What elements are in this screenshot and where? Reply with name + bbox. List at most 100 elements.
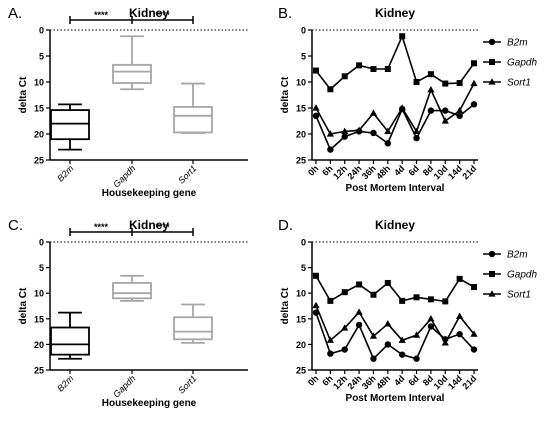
chart-title: Kidney bbox=[129, 6, 169, 20]
y-axis-label: delta Ct bbox=[18, 287, 29, 324]
data-point bbox=[456, 106, 464, 114]
data-point bbox=[355, 321, 363, 329]
y-tick-label: 0 bbox=[301, 26, 306, 36]
data-point bbox=[370, 291, 377, 298]
panel-letter: B. bbox=[278, 5, 292, 22]
data-point bbox=[384, 341, 392, 348]
data-point bbox=[427, 86, 435, 93]
x-axis-label: Post Mortem Interval bbox=[346, 183, 445, 194]
y-tick-label: 25 bbox=[296, 156, 306, 166]
data-point bbox=[427, 107, 435, 114]
data-point bbox=[413, 79, 420, 85]
data-point bbox=[398, 351, 406, 358]
y-tick-label: 15 bbox=[34, 314, 44, 324]
legend-marker bbox=[488, 250, 496, 258]
x-tick-label: 0h bbox=[306, 373, 321, 388]
data-point bbox=[412, 127, 421, 134]
data-point bbox=[370, 129, 377, 137]
series-line bbox=[315, 33, 475, 91]
data-point bbox=[456, 312, 464, 319]
y-tick-label: 0 bbox=[39, 26, 44, 36]
data-point bbox=[427, 323, 435, 330]
y-tick-label: 10 bbox=[34, 78, 44, 88]
x-tick-label: Sort1 bbox=[176, 163, 198, 185]
series-b2m bbox=[312, 309, 478, 362]
legend-marker bbox=[489, 59, 495, 65]
data-point bbox=[398, 336, 406, 343]
data-point bbox=[384, 279, 391, 286]
data-point bbox=[470, 79, 478, 87]
legend-marker bbox=[488, 290, 496, 297]
data-point bbox=[341, 127, 349, 134]
data-point bbox=[413, 134, 420, 142]
data-point bbox=[312, 104, 320, 111]
data-point bbox=[427, 315, 435, 322]
y-tick-label: 5 bbox=[39, 263, 44, 273]
data-point bbox=[369, 332, 378, 339]
data-point bbox=[326, 336, 334, 343]
box-b2m bbox=[50, 103, 90, 151]
panel-letter: D. bbox=[278, 217, 293, 234]
x-tick-label: 4d bbox=[392, 373, 407, 388]
legend-label: B2m bbox=[507, 38, 528, 49]
data-point bbox=[427, 71, 434, 78]
series-line bbox=[315, 275, 475, 303]
x-tick-label: 21d bbox=[460, 163, 478, 181]
data-point bbox=[412, 331, 421, 338]
x-tick-label: Gapdh bbox=[111, 373, 137, 399]
box-sort1 bbox=[173, 303, 213, 344]
data-point bbox=[341, 289, 348, 296]
data-point bbox=[441, 339, 449, 346]
x-tick-label: B2m bbox=[55, 163, 76, 184]
box-gapdh bbox=[112, 35, 152, 91]
panel-letter: A. bbox=[8, 5, 22, 22]
data-point bbox=[470, 101, 478, 108]
legend-label: Gapdh bbox=[507, 58, 537, 69]
data-point bbox=[370, 355, 377, 362]
y-tick-label: 20 bbox=[34, 130, 44, 140]
y-tick-label: 15 bbox=[296, 104, 306, 114]
data-point bbox=[341, 346, 348, 353]
data-point bbox=[327, 350, 334, 357]
panel-1: A. Kidney 0 5 10 15 20 25 delta Ct B2m Gapdh Sort1 *… bbox=[8, 5, 248, 199]
series-gapdh bbox=[313, 272, 477, 305]
x-axis-label: Housekeeping gene bbox=[102, 188, 197, 199]
y-tick-label: 0 bbox=[301, 238, 306, 248]
y-tick-label: 15 bbox=[296, 314, 306, 324]
box-iqr bbox=[112, 282, 152, 300]
y-tick-label: 20 bbox=[296, 130, 306, 140]
panel-letter: C. bbox=[8, 217, 23, 234]
y-tick-label: 10 bbox=[34, 289, 44, 299]
significance-label: **** bbox=[94, 10, 109, 20]
chart-title: Kidney bbox=[375, 6, 415, 20]
chart-title: Kidney bbox=[375, 218, 415, 232]
data-point bbox=[341, 73, 348, 80]
data-point bbox=[413, 355, 420, 362]
data-point bbox=[384, 140, 392, 147]
data-point bbox=[470, 330, 478, 337]
data-point bbox=[327, 297, 334, 304]
x-tick-label: 6d bbox=[406, 373, 421, 388]
data-point bbox=[341, 324, 349, 331]
data-point bbox=[384, 320, 392, 327]
significance-label: **** bbox=[155, 10, 170, 20]
data-point bbox=[456, 112, 463, 120]
data-point bbox=[398, 104, 406, 111]
data-point bbox=[456, 330, 463, 338]
box-iqr bbox=[50, 109, 90, 141]
x-tick-label: 4d bbox=[392, 163, 407, 178]
x-tick-label: 48h bbox=[374, 163, 392, 181]
data-point bbox=[369, 109, 378, 116]
legend-marker bbox=[489, 271, 495, 277]
data-point bbox=[413, 294, 420, 301]
data-point bbox=[442, 80, 449, 87]
x-tick-label: 21d bbox=[460, 373, 478, 391]
y-tick-label: 10 bbox=[296, 289, 306, 299]
series-b2m bbox=[312, 101, 478, 153]
legend-label: B2m bbox=[507, 250, 528, 261]
y-axis-label: delta Ct bbox=[280, 76, 291, 113]
x-tick-label: 6d bbox=[406, 163, 421, 178]
legend-marker bbox=[488, 78, 496, 85]
y-tick-label: 20 bbox=[34, 340, 44, 350]
